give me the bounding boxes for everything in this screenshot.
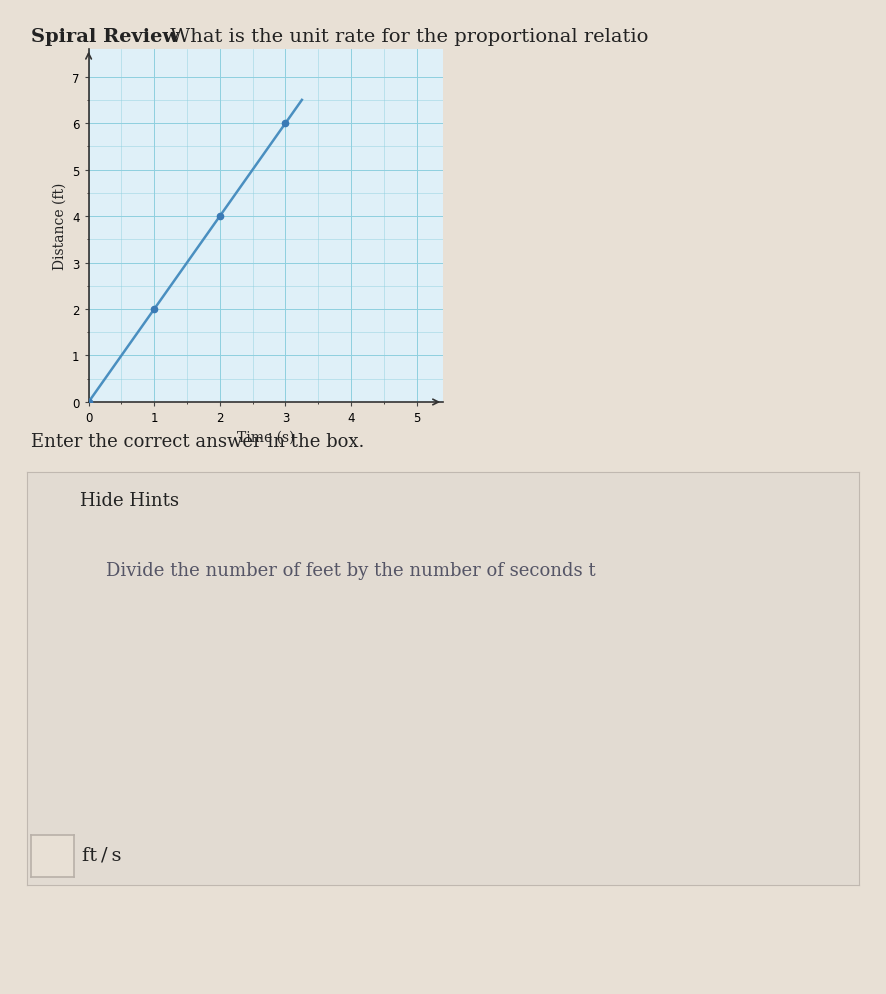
X-axis label: Time (s): Time (s) (237, 430, 294, 444)
Text: Divide the number of feet by the number of seconds t: Divide the number of feet by the number … (106, 562, 596, 580)
Text: ft / s: ft / s (82, 846, 121, 864)
Text: Spiral Review: Spiral Review (31, 28, 179, 46)
Y-axis label: Distance (ft): Distance (ft) (52, 183, 66, 269)
Text: Hide Hints: Hide Hints (80, 491, 179, 509)
Text: What is the unit rate for the proportional relatio: What is the unit rate for the proportion… (164, 28, 649, 46)
Text: Enter the correct answer in the box.: Enter the correct answer in the box. (31, 432, 364, 450)
